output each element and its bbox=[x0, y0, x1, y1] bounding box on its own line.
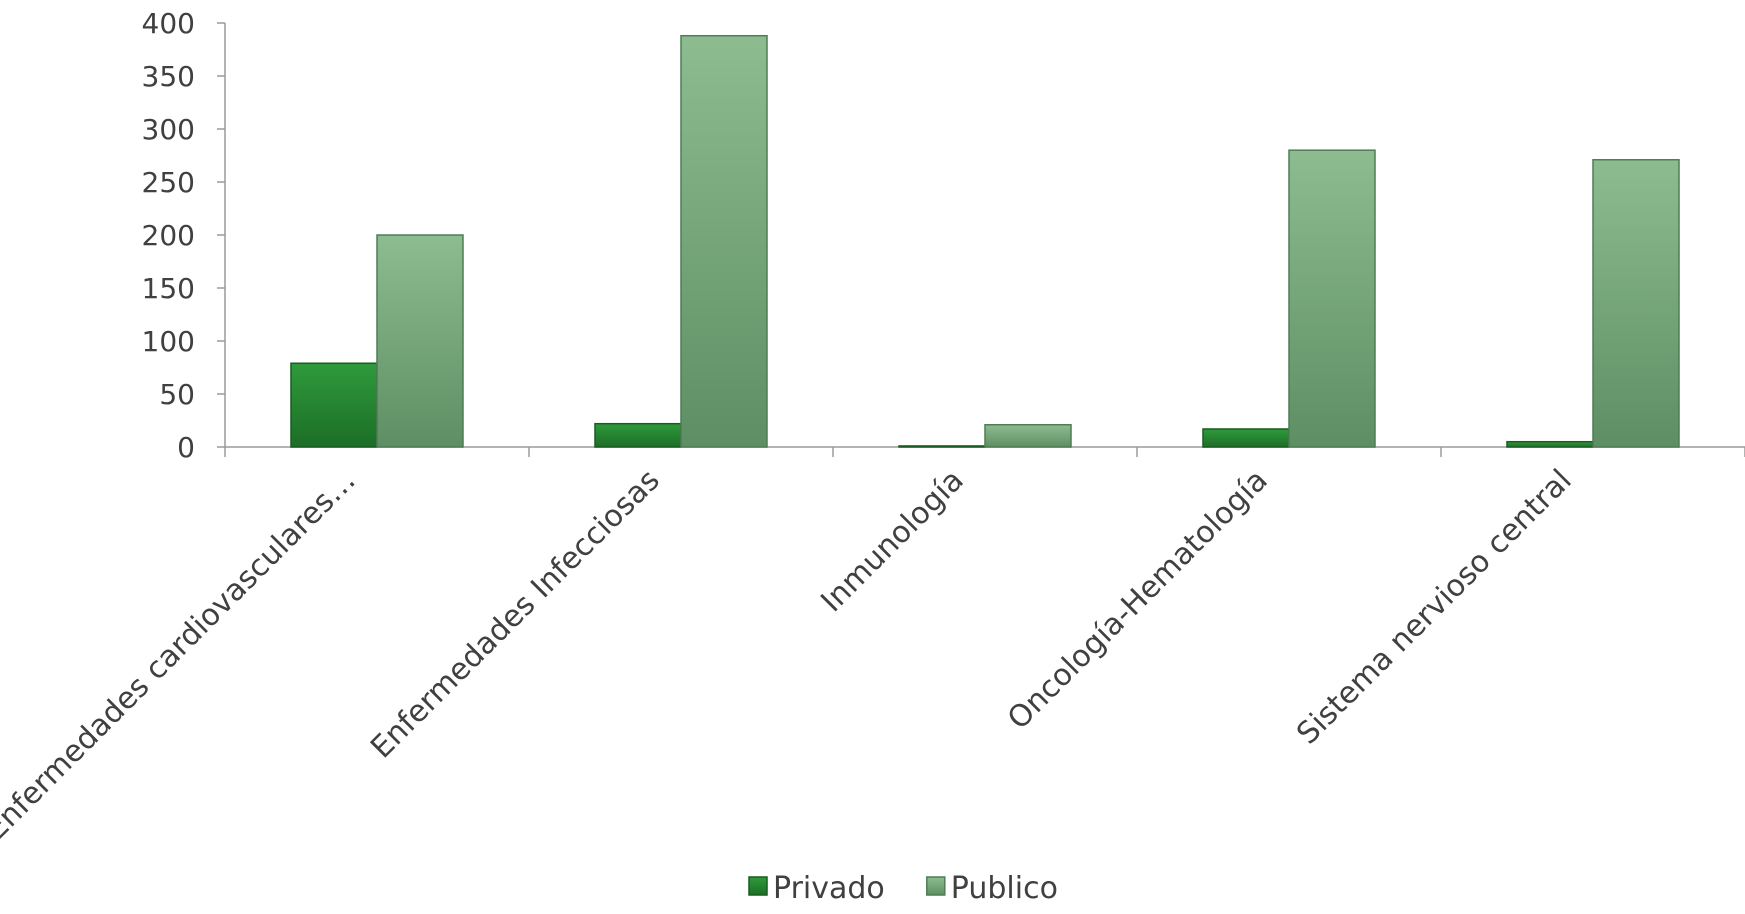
legend-label-privado: Privado bbox=[773, 871, 885, 906]
y-tick-label: 50 bbox=[159, 378, 195, 411]
y-tick-label: 300 bbox=[142, 113, 195, 146]
y-tick-label: 200 bbox=[142, 219, 195, 252]
bar-privado-4 bbox=[1506, 440, 1594, 448]
y-tick-label: 0 bbox=[177, 431, 195, 464]
bar-publico-4 bbox=[1592, 158, 1680, 448]
y-tick-label: 350 bbox=[142, 60, 195, 93]
legend: Privado Publico bbox=[748, 871, 1058, 906]
bar-privado-2 bbox=[898, 445, 986, 448]
y-tick-label: 400 bbox=[142, 7, 195, 40]
bar-privado-3 bbox=[1202, 428, 1290, 448]
category-labels: Enfermedades cardiovasculares… Enfermedad… bbox=[0, 463, 1579, 847]
y-tick-label: 100 bbox=[142, 325, 195, 358]
y-tick-label: 150 bbox=[142, 272, 195, 305]
category-label: Enfermedades cardiovasculares… bbox=[0, 463, 363, 847]
legend-label-publico: Publico bbox=[951, 871, 1058, 906]
bar-publico-2 bbox=[984, 423, 1072, 448]
bar-publico-3 bbox=[1288, 149, 1376, 448]
bar-privado-1 bbox=[594, 422, 682, 448]
legend-swatch-publico bbox=[926, 876, 946, 896]
category-label: Sistema nervioso central bbox=[1290, 463, 1578, 751]
category-label: Oncología-Hematología bbox=[1001, 463, 1275, 737]
y-tick-label: 250 bbox=[142, 166, 195, 199]
category-label: Enfermedades Infecciosas bbox=[364, 463, 666, 765]
legend-swatch-privado bbox=[748, 876, 768, 896]
bar-publico-0 bbox=[376, 234, 464, 448]
bar-publico-1 bbox=[680, 34, 768, 448]
x-axis bbox=[224, 446, 1745, 457]
bar-series-group bbox=[290, 34, 1680, 448]
y-axis: 0 50 100 150 200 250 300 350 400 bbox=[142, 7, 226, 464]
category-label: Inmunología bbox=[814, 463, 970, 619]
bar-privado-0 bbox=[290, 362, 378, 448]
